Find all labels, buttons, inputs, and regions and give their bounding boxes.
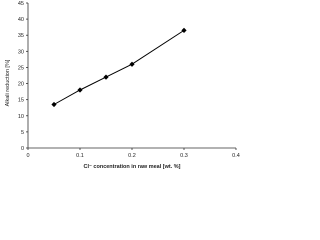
- data-line: [53, 29, 185, 105]
- y-tick-label: 35: [18, 33, 24, 39]
- x-tick-label: 0.2: [128, 153, 136, 159]
- marker: [181, 27, 187, 33]
- y-tick-label: 10: [18, 114, 24, 120]
- y-tick-label: 30: [18, 49, 24, 55]
- x-tick-label: 0.3: [180, 153, 188, 159]
- x-tick-label: 0.1: [76, 153, 84, 159]
- marker: [129, 61, 135, 67]
- marker: [51, 101, 57, 108]
- x-tick-label: 0.4: [232, 153, 240, 159]
- x-tick-label: 0: [26, 153, 29, 159]
- marker: [103, 74, 109, 80]
- y-tick-label: 25: [18, 65, 24, 71]
- y-tick-label: 40: [18, 17, 24, 23]
- y-tick-label: 20: [18, 82, 24, 88]
- y-tick-label: 5: [21, 130, 24, 136]
- marker: [77, 87, 83, 93]
- y-axis-label: Alkali reduction [%]: [5, 59, 11, 106]
- y-tick-label: 45: [18, 1, 24, 7]
- y-tick-label: 0: [21, 146, 24, 152]
- y-tick-label: 15: [18, 98, 24, 104]
- chart: Alkali reduction [%] Cl⁻ concentration i…: [5, 1, 240, 170]
- x-axis-label: Cl⁻ concentration in raw meal [wt. %]: [83, 164, 180, 170]
